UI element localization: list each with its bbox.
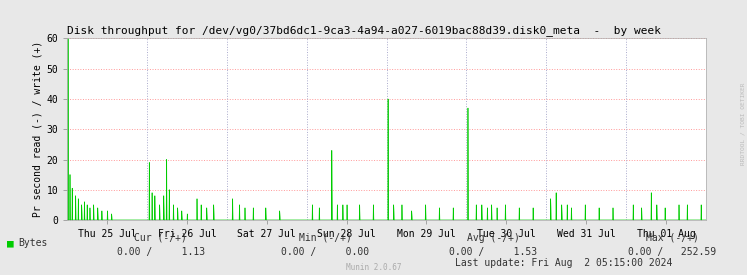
Text: Avg (-/+): Avg (-/+) bbox=[467, 233, 519, 243]
Y-axis label: Pr second read (-) / write (+): Pr second read (-) / write (+) bbox=[32, 41, 43, 217]
Text: Cur (-/+): Cur (-/+) bbox=[134, 233, 187, 243]
Text: 0.00 /     1.13: 0.00 / 1.13 bbox=[117, 247, 205, 257]
Text: 0.00 /     1.53: 0.00 / 1.53 bbox=[449, 247, 537, 257]
Text: 0.00 /     0.00: 0.00 / 0.00 bbox=[281, 247, 369, 257]
Text: Bytes: Bytes bbox=[19, 238, 48, 248]
Text: 0.00 /   252.59: 0.00 / 252.59 bbox=[628, 247, 716, 257]
Text: Munin 2.0.67: Munin 2.0.67 bbox=[346, 263, 401, 272]
Text: Max (-/+): Max (-/+) bbox=[646, 233, 698, 243]
Text: Min (-/+): Min (-/+) bbox=[299, 233, 351, 243]
Text: Last update: Fri Aug  2 05:15:00 2024: Last update: Fri Aug 2 05:15:00 2024 bbox=[455, 258, 672, 268]
Text: Disk throughput for /dev/vg0/37bd6dc1-9ca3-4a94-a027-6019bac88d39.disk0_meta  - : Disk throughput for /dev/vg0/37bd6dc1-9c… bbox=[67, 25, 661, 36]
Text: ■: ■ bbox=[7, 238, 14, 248]
Text: RRDTOOL / TOBI OETIKER: RRDTOOL / TOBI OETIKER bbox=[740, 82, 746, 165]
